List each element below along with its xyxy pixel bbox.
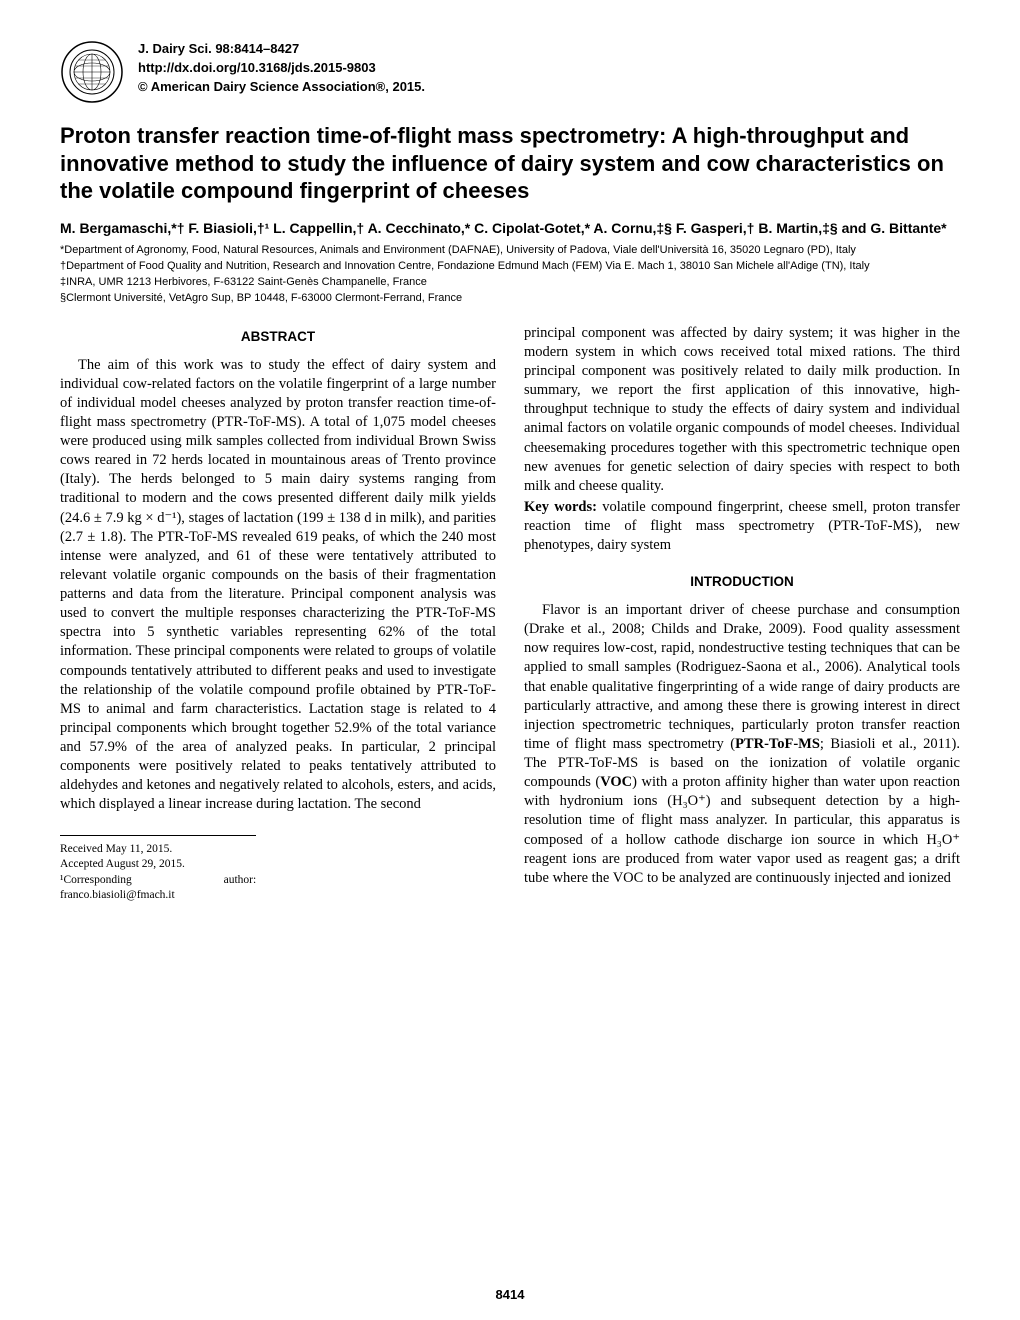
keywords-line: Key words: volatile compound fingerprint… [524, 498, 960, 555]
journal-info: J. Dairy Sci. 98:8414–8427 http://dx.doi… [138, 40, 425, 97]
affiliation-line: ‡INRA, UMR 1213 Herbivores, F-63122 Sain… [60, 275, 960, 290]
affiliation-line: §Clermont Université, VetAgro Sup, BP 10… [60, 291, 960, 306]
article-title: Proton transfer reaction time-of-flight … [60, 122, 960, 205]
abstract-heading: ABSTRACT [60, 328, 496, 346]
right-column: principal component was affected by dair… [524, 324, 960, 904]
journal-logo [60, 40, 124, 104]
footnote-received: Received May 11, 2015. [60, 842, 256, 858]
abstract-continuation: principal component was affected by dair… [524, 324, 960, 496]
journal-citation: J. Dairy Sci. 98:8414–8427 [138, 40, 425, 59]
affiliation-line: †Department of Food Quality and Nutritio… [60, 259, 960, 274]
journal-doi: http://dx.doi.org/10.3168/jds.2015-9803 [138, 59, 425, 78]
two-column-body: ABSTRACT The aim of this work was to stu… [60, 324, 960, 904]
affiliation-line: *Department of Agronomy, Food, Natural R… [60, 243, 960, 258]
footnotes-block: Received May 11, 2015. Accepted August 2… [60, 835, 256, 904]
left-column: ABSTRACT The aim of this work was to stu… [60, 324, 496, 904]
keywords-label: Key words: [524, 499, 597, 515]
header-block: J. Dairy Sci. 98:8414–8427 http://dx.doi… [60, 40, 960, 104]
journal-copyright: © American Dairy Science Association®, 2… [138, 78, 425, 97]
footnote-corresponding: ¹Corresponding author: franco.biasioli@f… [60, 873, 256, 904]
introduction-paragraph: Flavor is an important driver of cheese … [524, 601, 960, 888]
author-list: M. Bergamaschi,*† F. Biasioli,†¹ L. Capp… [60, 219, 960, 238]
affiliations-block: *Department of Agronomy, Food, Natural R… [60, 243, 960, 305]
footnote-accepted: Accepted August 29, 2015. [60, 857, 256, 873]
page-number: 8414 [496, 1287, 525, 1302]
abstract-paragraph: The aim of this work was to study the ef… [60, 356, 496, 815]
introduction-heading: INTRODUCTION [524, 573, 960, 591]
